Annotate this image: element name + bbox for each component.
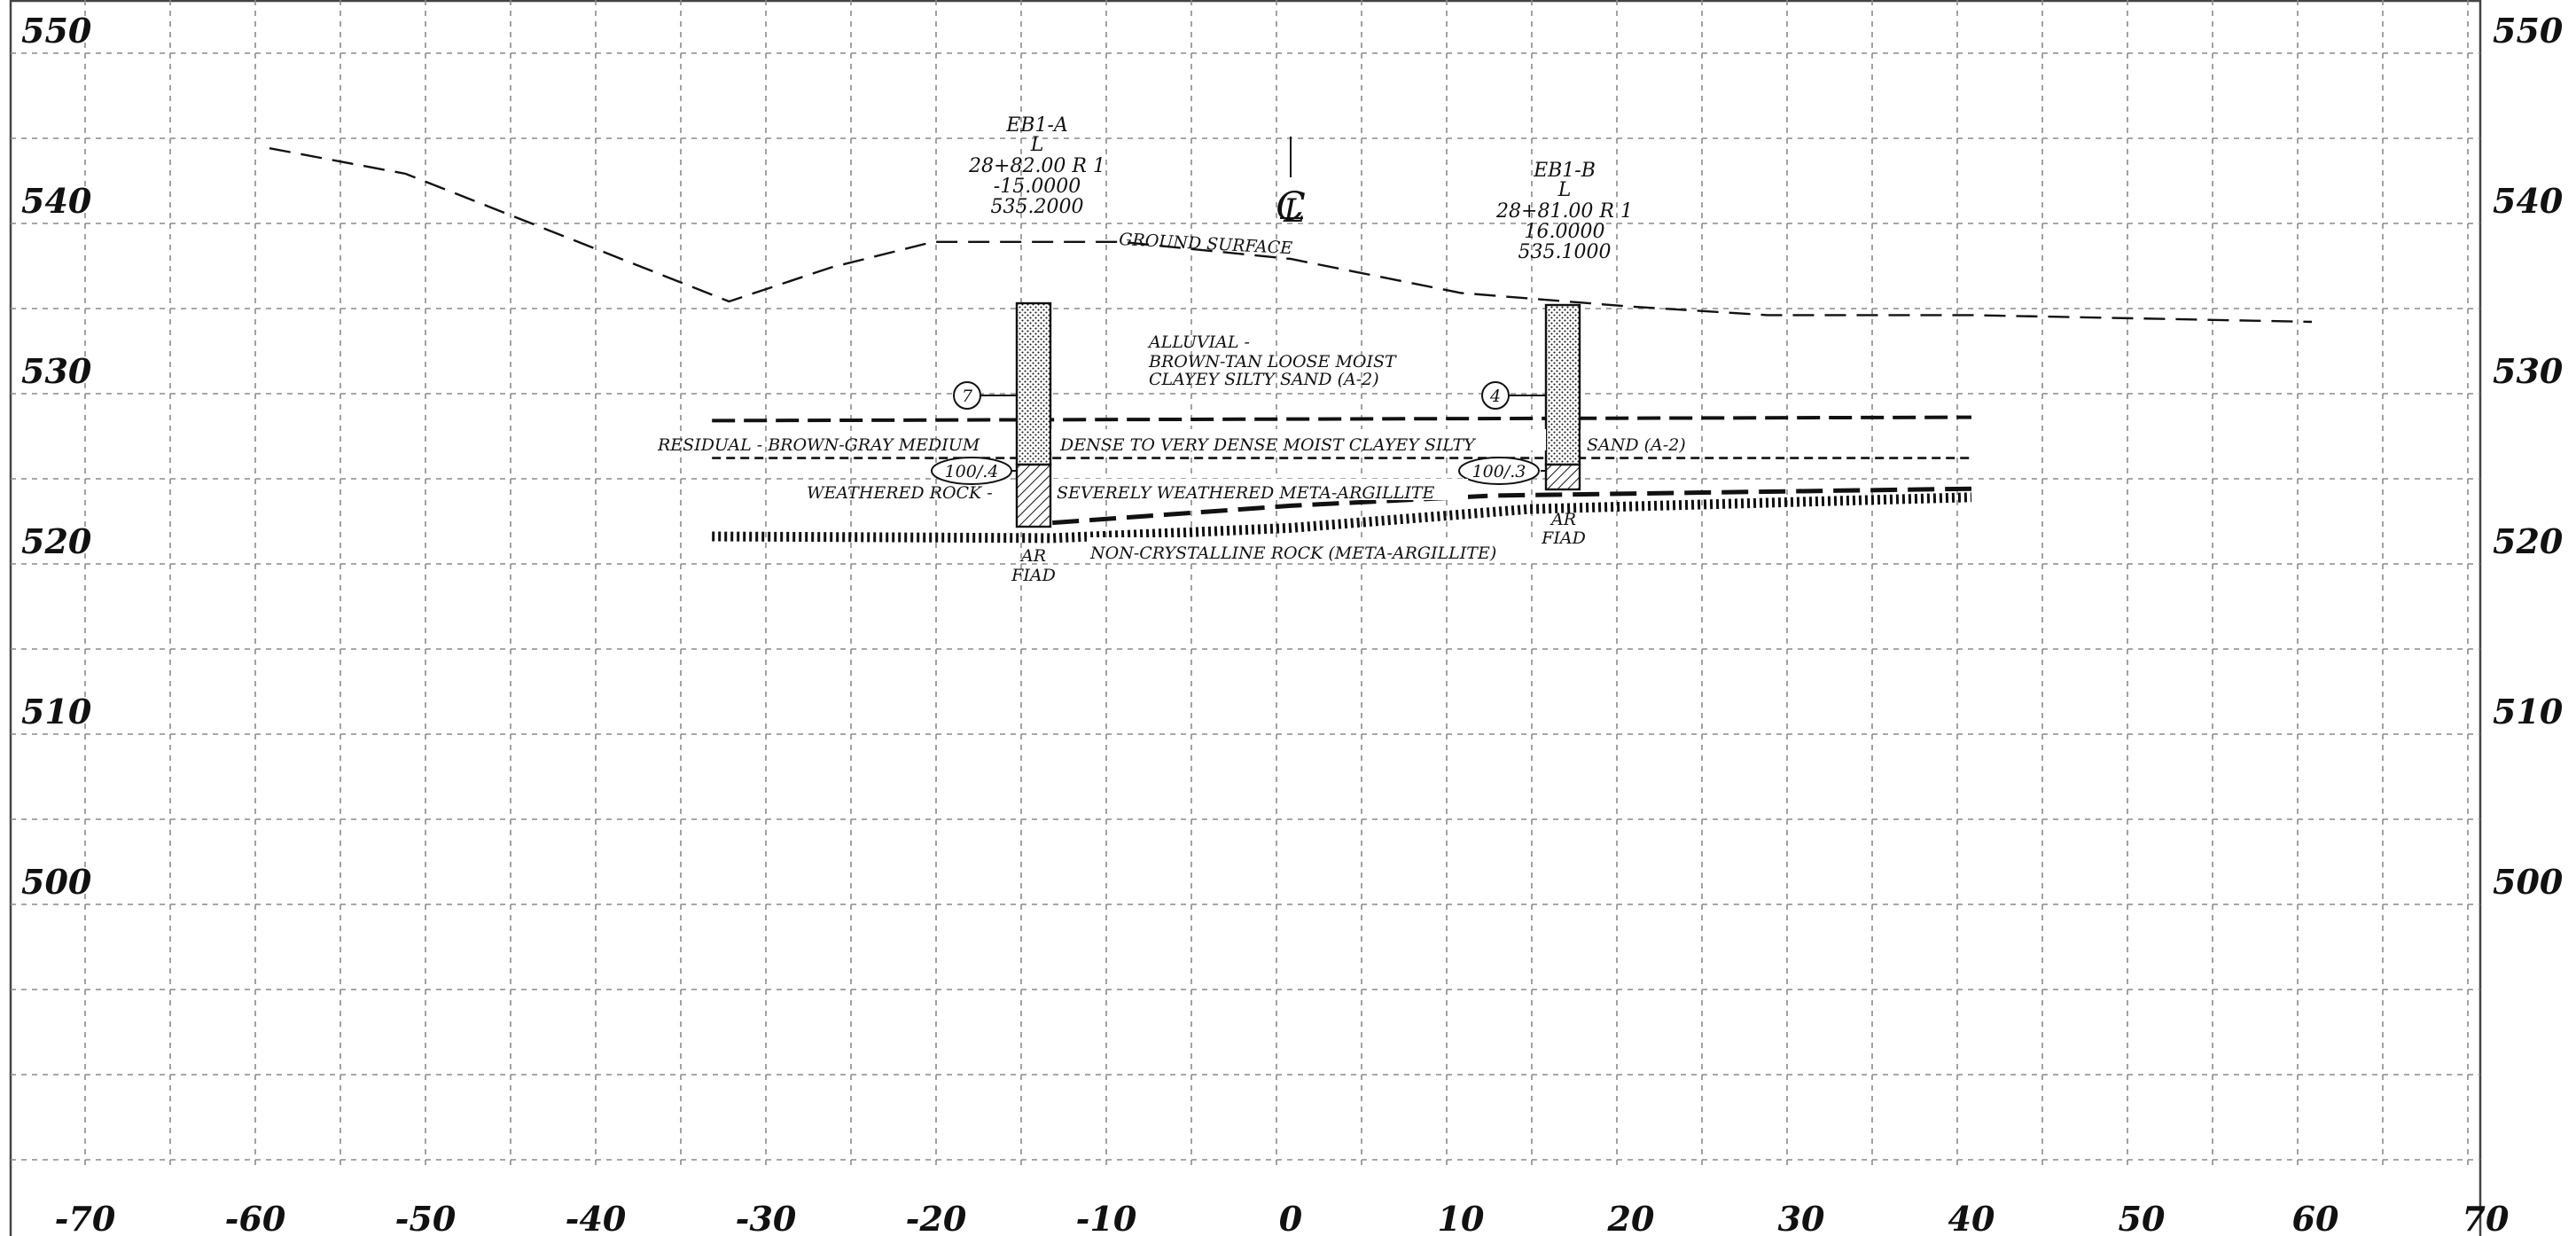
n-value: 7: [962, 387, 973, 406]
offset-label: -70: [55, 1199, 116, 1236]
elevation-label: 550: [2493, 11, 2564, 51]
boring-eb1-a: EB1-A L 28+82.00 R 1 -15.0000 535.2000 7…: [931, 114, 1105, 585]
boring-eb1-b: EB1-B L 28+81.00 R 1 16.0000 535.1000 4 …: [1458, 160, 1633, 548]
elevation-label: 510: [2493, 692, 2564, 731]
drawing-frame: [9, 0, 2482, 1236]
offset-label: 50: [2119, 1199, 2166, 1236]
n-value: 4: [1489, 387, 1501, 406]
offset-label: -40: [566, 1199, 627, 1236]
stratum-residual-label: RESIDUAL - BROWN-GRAY MEDIUM DENSE TO VE…: [657, 429, 1699, 455]
boring-end-label: FIAD: [1541, 528, 1586, 548]
offset-label: -60: [225, 1199, 286, 1236]
offset-label: 10: [1438, 1199, 1485, 1236]
boring-id: EB1-B: [1533, 160, 1596, 182]
boring-column-rock: [1544, 463, 1581, 491]
boring-line: L: [1557, 179, 1572, 201]
centerline-symbol: C: [1276, 184, 1306, 230]
stratum-text-line: NON-CRYSTALLINE ROCK (META-ARGILLITE): [1089, 544, 1496, 563]
weathered-rock-lower-boundary: [1052, 486, 1972, 526]
n-value-marker: [953, 381, 981, 410]
elevation-label: 520: [21, 521, 92, 561]
elevation-label: 550: [21, 11, 92, 51]
elevation-label: 500: [21, 862, 92, 902]
stratum-rock-label: NON-CRYSTALLINE ROCK (META-ARGILLITE): [1087, 537, 1537, 563]
refusal-marker: [931, 457, 1012, 485]
offset-label: 30: [1778, 1199, 1825, 1236]
stratum-alluvial-label: ALLUVIAL - BROWN-TAN LOOSE MOIST CLAYEY …: [1147, 332, 1397, 389]
stratum-text-line: ALLUVIAL -: [1147, 332, 1250, 352]
elevation-label: 540: [2493, 181, 2564, 221]
stratum-text-line: SAND (A-2): [1587, 435, 1686, 455]
boring-offset: 16.0000: [1525, 221, 1605, 243]
boring-column-rock: [1015, 463, 1052, 528]
stratum-text-line: RESIDUAL - BROWN-GRAY MEDIUM: [657, 435, 980, 455]
refusal-marker: [1458, 457, 1540, 485]
elevation-label: 510: [21, 692, 92, 731]
boring-offset: -15.0000: [994, 176, 1081, 198]
stratum-text-line: WEATHERED ROCK -: [807, 483, 993, 503]
offset-label: 40: [1948, 1199, 1995, 1236]
offset-label: -30: [736, 1199, 797, 1236]
offset-label: -20: [906, 1199, 967, 1236]
boring-line: L: [1030, 134, 1044, 156]
ground-surface-line: [269, 147, 2313, 324]
stratum-weathered-label: WEATHERED ROCK - SEVERELY WEATHERED META…: [807, 479, 1468, 503]
offset-label: 60: [2292, 1199, 2339, 1236]
boring-end-label: AR: [1019, 546, 1046, 566]
vertical-gridlines: [84, 0, 2469, 1170]
offset-labels: -70 -60 -50 -40 -30 -20 -10 0 10 20 30 4…: [55, 1199, 2510, 1236]
elevation-label: 500: [2493, 862, 2564, 902]
boring-end-label: FIAD: [1011, 566, 1056, 585]
elevation-labels-left: 550 540 530 520 510 500: [21, 11, 92, 902]
stratum-text-line: BROWN-TAN LOOSE MOIST: [1148, 352, 1397, 372]
boring-station: 28+82.00 R 1: [968, 155, 1105, 177]
boring-column-soil: [1015, 301, 1052, 466]
horizontal-gridlines: [11, 52, 2480, 1161]
ground-surface-label: GROUND SURFACE: [1119, 230, 1293, 258]
n-value-marker: [1481, 381, 1510, 410]
alluvial-residual-boundary: [712, 415, 1972, 423]
refusal-value: 100/.4: [945, 462, 999, 481]
stratum-text-line: CLAYEY SILTY SAND (A-2): [1149, 370, 1379, 389]
boring-elevation: 535.2000: [991, 196, 1084, 218]
elevation-labels-right: 550 540 530 520 510 500: [2493, 11, 2564, 902]
elevation-label: 530: [2493, 351, 2564, 391]
offset-label: 20: [1607, 1199, 1655, 1236]
boring-station: 28+81.00 R 1: [1495, 200, 1633, 223]
boring-elevation: 535.1000: [1518, 241, 1612, 263]
elevation-label: 530: [21, 351, 92, 391]
boring-column-soil: [1544, 303, 1581, 466]
stratum-text-line: SEVERELY WEATHERED META-ARGILLITE: [1057, 483, 1434, 503]
offset-label: 70: [2463, 1199, 2510, 1236]
elevation-label: 520: [2493, 521, 2564, 561]
boring-end-label: AR: [1550, 510, 1576, 529]
boring-id: EB1-A: [1005, 114, 1068, 137]
crystalline-rock-boundary: [712, 492, 1972, 544]
offset-label: 0: [1279, 1199, 1303, 1236]
svg-text:L: L: [1283, 193, 1305, 230]
offset-label: -10: [1076, 1199, 1137, 1236]
stratum-text-line: DENSE TO VERY DENSE MOIST CLAYEY SILTY: [1059, 435, 1477, 455]
refusal-value: 100/.3: [1472, 462, 1526, 481]
elevation-label: 540: [21, 181, 92, 221]
offset-label: -50: [395, 1199, 457, 1236]
centerline-marker: C L: [1276, 137, 1306, 230]
